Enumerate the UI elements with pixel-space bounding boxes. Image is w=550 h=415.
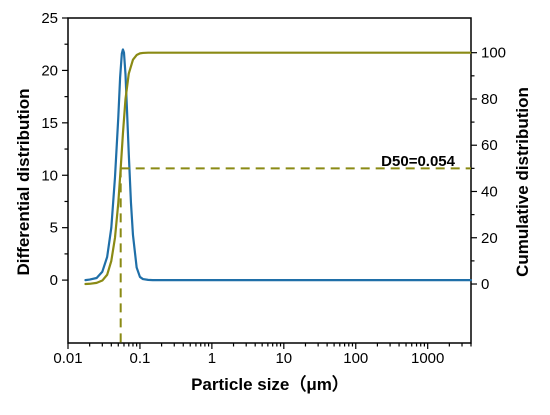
right-y-tick-label: 80 bbox=[481, 91, 498, 108]
x-tick-label: 100 bbox=[343, 350, 368, 367]
x-tick-label: 10 bbox=[275, 350, 292, 367]
x-axis-title: Particle size（μm） bbox=[191, 374, 349, 394]
left-y-tick-label: 10 bbox=[41, 167, 58, 184]
left-y-tick-label: 15 bbox=[41, 115, 58, 132]
right-y-tick-label: 0 bbox=[481, 276, 489, 293]
left-y-axis-ticks: 0 5 10 15 20 25 bbox=[41, 10, 68, 289]
right-y-tick-label: 60 bbox=[481, 137, 498, 154]
left-y-tick-label: 0 bbox=[50, 272, 58, 289]
cumulative-distribution-line bbox=[84, 51, 473, 286]
d50-annotation: D50=0.054 bbox=[381, 153, 455, 170]
x-axis-ticks: 0.01 0.1 1 10 100 1000 bbox=[53, 343, 472, 367]
reference-lines bbox=[119, 167, 471, 343]
x-tick-label: 1 bbox=[208, 350, 216, 367]
differential-distribution-line bbox=[84, 48, 473, 282]
right-y-tick-label: 40 bbox=[481, 183, 498, 200]
x-tick-label: 0.01 bbox=[53, 350, 82, 367]
right-y-axis-title: Cumulative distribution bbox=[513, 87, 532, 277]
x-tick-label: 0.1 bbox=[130, 350, 151, 367]
plot-frame bbox=[67, 17, 472, 344]
right-y-axis-ticks: 0 20 40 60 80 100 bbox=[471, 45, 506, 293]
left-y-tick-label: 5 bbox=[50, 220, 58, 237]
x-tick-label: 1000 bbox=[411, 350, 444, 367]
series-layer bbox=[84, 48, 473, 286]
right-y-tick-label: 20 bbox=[481, 230, 498, 247]
right-y-tick-label: 100 bbox=[481, 45, 506, 62]
left-y-axis-title: Differential distribution bbox=[14, 89, 33, 276]
left-y-tick-label: 20 bbox=[41, 62, 58, 79]
left-y-tick-label: 25 bbox=[41, 10, 58, 27]
